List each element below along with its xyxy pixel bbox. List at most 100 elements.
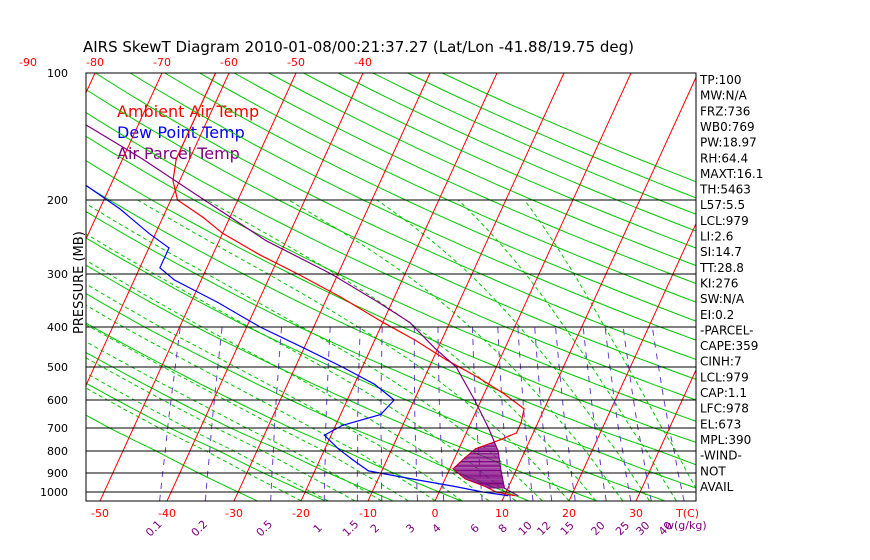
cape-hatch [453,442,505,489]
pressure-tick-label: 300 [47,268,68,281]
mixing-ratio-tick-label: 1 [311,521,325,535]
x-axis-unit-label: T(C) [675,507,699,520]
series-point [445,359,447,361]
index-label: LCL:979 [700,370,749,384]
series-point [148,232,150,234]
series-point [259,254,261,256]
series-point [434,347,436,349]
series-point [377,301,380,303]
series-point [520,422,522,424]
index-label: FRZ:736 [700,104,750,118]
series-point [352,459,354,461]
bottom-temp-tick-label: -20 [292,507,310,520]
series-point [323,434,325,436]
series-point [222,232,224,234]
index-label: CAP:1.1 [700,386,747,400]
series-point [499,439,501,441]
index-label: CINH:7 [700,355,742,369]
series-point [217,301,219,303]
series-point [303,347,305,349]
mixing-ratio-tick-label: 10 [516,519,535,538]
series-point [186,134,188,136]
series-point [382,321,384,323]
series-point [168,247,170,249]
series-point [477,376,479,379]
mixing-ratio-tick-label: 0.1 [143,518,165,540]
mixing-ratio-tick-label: 1.5 [340,518,362,540]
bottom-temp-tick-label: -40 [158,507,176,520]
index-label: MAXT:16.1 [700,167,763,181]
chart-title: AIRS SkewT Diagram 2010-01-08/00:21:37.2… [83,38,634,56]
index-label: EL:673 [700,417,741,431]
series-point [35,159,36,160]
legend-dew-point-temp: Dew Point Temp [117,123,245,142]
mixing-ratio-tick-label: 2 [368,521,382,535]
bottom-temp-tick-label: -50 [91,507,109,520]
plot-frame [85,72,697,502]
top-temp-tick-label: -60 [220,56,238,69]
index-label: AVAIL [700,480,734,494]
mixing-ratio-tick-label: 6 [468,521,482,535]
index-label: KI:276 [700,276,738,290]
mixing-ratio-tick-label: 20 [589,519,608,538]
series-point [464,457,466,459]
index-label: SI:14.7 [700,245,742,259]
pressure-tick-label: 900 [47,467,68,480]
series-point [507,495,509,497]
series-point [175,158,177,160]
index-label: EI:0.2 [700,308,734,322]
top-temp-tick-label: -70 [153,56,171,69]
series-point [202,216,204,218]
bottom-temp-tick-label: 30 [629,507,643,520]
bottom-temp-tick-label: 0 [432,507,439,520]
series-point [503,393,505,395]
pressure-tick-label: 800 [47,445,68,458]
index-label: SW:N/A [700,292,745,306]
mixing-ratio-tick-label: 12 [534,519,553,538]
series-point [454,485,456,488]
index-label: LCL:979 [700,214,749,228]
index-label: WB0:769 [700,120,755,134]
pressure-tick-label: 400 [47,321,68,334]
series-point [380,413,382,416]
index-label: -WIND- [700,449,742,463]
index-label: MPL:390 [700,433,751,447]
mixing-ratio-tick-label: 0.2 [189,518,211,540]
index-label: CAPE:359 [700,339,758,353]
mixing-ratio-tick-label: 15 [558,519,577,538]
index-label: RH:64.4 [700,151,748,165]
mixing-ratio-tick-label: 30 [633,519,652,538]
series-point [119,208,121,210]
pressure-tick-label: 100 [47,67,68,80]
y-axis-label: PRESSURE (MB) [72,231,87,334]
top-temp-tick-label: -90 [19,56,37,69]
pressure-tick-label: 200 [47,194,68,207]
series-point [79,121,80,122]
bottom-temp-tick-label: -30 [225,507,243,520]
series-point [409,321,411,323]
series-point [513,495,516,497]
bottom-temp-tick-label: 10 [495,507,509,520]
series-point [367,470,369,472]
series-point [159,267,161,269]
mixing-ratio-unit-label: w(g/kg) [665,519,707,532]
series-point [340,296,342,298]
series-line-2 [86,124,519,497]
series-point [337,448,339,450]
mixing-ratio-tick-label: 3 [403,521,417,535]
index-label: L57:5.5 [700,198,745,212]
index-label: NOT [700,464,726,478]
index-label: LFC:978 [700,402,749,416]
bottom-temp-tick-label: -10 [359,507,377,520]
series-point [523,408,525,410]
series-point [172,180,174,182]
top-temp-tick-label: -80 [86,56,104,69]
legend-ambient-air-temp: Ambient Air Temp [117,102,259,121]
series-point [79,180,80,181]
series-point [517,495,519,497]
pressure-tick-label: 600 [47,394,68,407]
index-label: PW:18.97 [700,136,757,150]
mixing-ratio-tick-label: 0.5 [254,518,276,540]
